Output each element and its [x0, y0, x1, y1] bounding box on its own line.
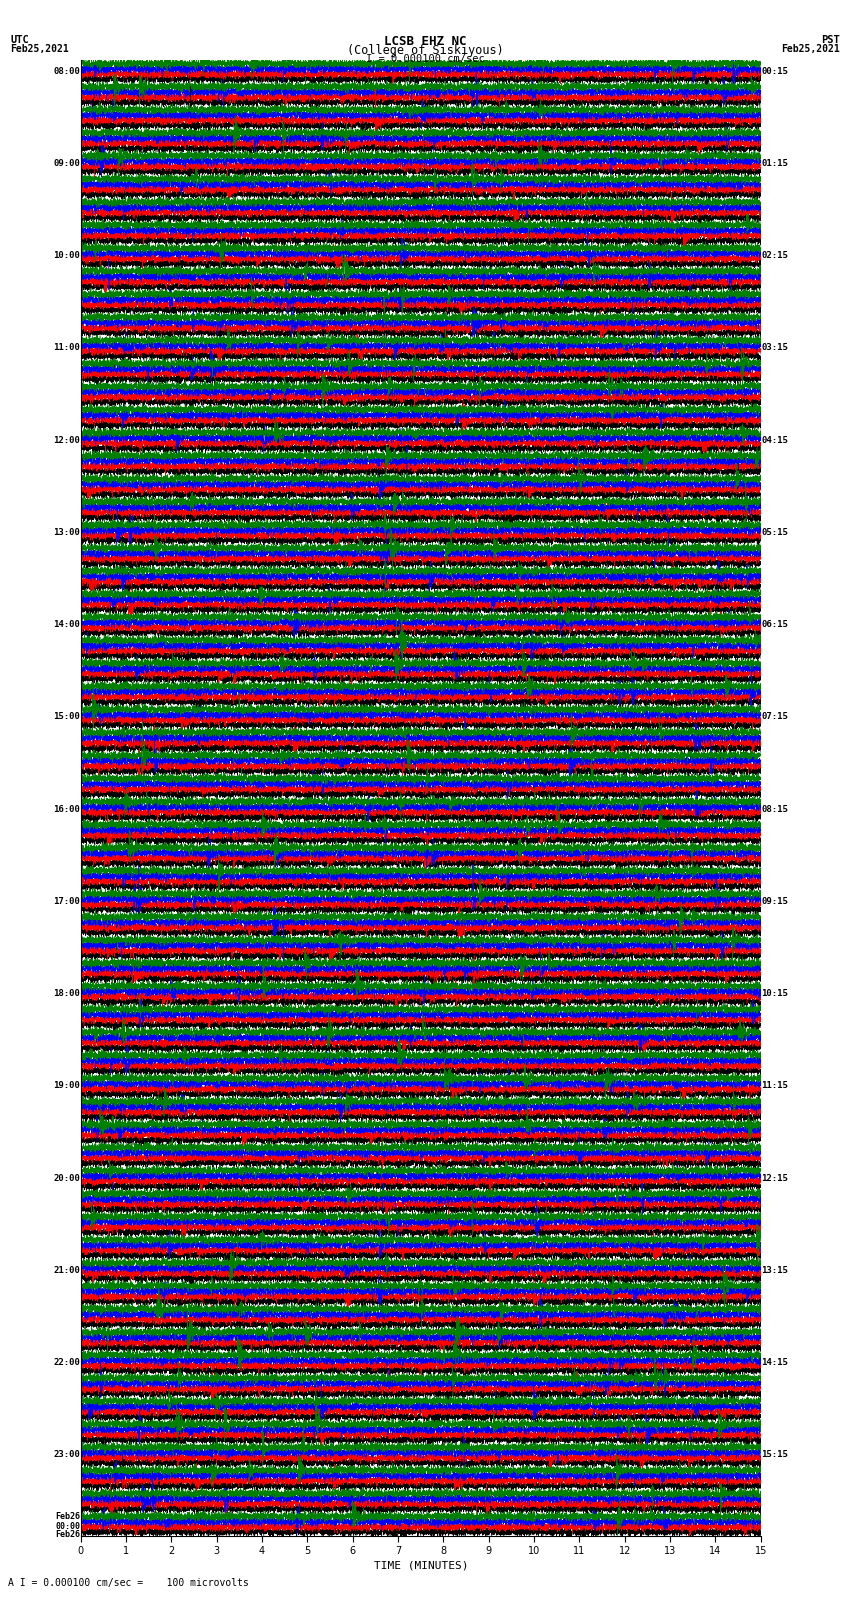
Text: Feb25,2021: Feb25,2021 [10, 44, 69, 55]
Text: LCSB EHZ NC: LCSB EHZ NC [383, 35, 467, 48]
Text: 10:00: 10:00 [54, 252, 80, 260]
Text: 03:15: 03:15 [762, 344, 788, 353]
Text: 11:00: 11:00 [54, 344, 80, 353]
Text: 01:15: 01:15 [762, 160, 788, 168]
Text: 20:00: 20:00 [54, 1174, 80, 1182]
Text: 08:00: 08:00 [54, 66, 80, 76]
Text: 16:00: 16:00 [54, 805, 80, 813]
Text: 15:15: 15:15 [762, 1450, 788, 1460]
Text: 08:15: 08:15 [762, 805, 788, 813]
X-axis label: TIME (MINUTES): TIME (MINUTES) [373, 1560, 468, 1569]
Text: 07:15: 07:15 [762, 713, 788, 721]
Text: 13:15: 13:15 [762, 1266, 788, 1274]
Text: 13:00: 13:00 [54, 527, 80, 537]
Text: 14:00: 14:00 [54, 619, 80, 629]
Text: 05:15: 05:15 [762, 527, 788, 537]
Text: Feb25,2021: Feb25,2021 [781, 44, 840, 55]
Text: 12:15: 12:15 [762, 1174, 788, 1182]
Text: Feb26: Feb26 [55, 1529, 80, 1539]
Text: 22:00: 22:00 [54, 1358, 80, 1368]
Text: (College of Siskiyous): (College of Siskiyous) [347, 44, 503, 58]
Text: Feb26
00:00: Feb26 00:00 [55, 1511, 80, 1531]
Text: 09:00: 09:00 [54, 160, 80, 168]
Text: 02:15: 02:15 [762, 252, 788, 260]
Text: 17:00: 17:00 [54, 897, 80, 907]
Text: 09:15: 09:15 [762, 897, 788, 907]
Text: UTC: UTC [10, 35, 29, 45]
Text: 11:15: 11:15 [762, 1081, 788, 1090]
Text: 00:15: 00:15 [762, 66, 788, 76]
Text: 23:00: 23:00 [54, 1450, 80, 1460]
Text: PST: PST [821, 35, 840, 45]
Text: 10:15: 10:15 [762, 989, 788, 998]
Text: 21:00: 21:00 [54, 1266, 80, 1274]
Text: 14:15: 14:15 [762, 1358, 788, 1368]
Text: 04:15: 04:15 [762, 436, 788, 445]
Text: 18:00: 18:00 [54, 989, 80, 998]
Text: I = 0.000100 cm/sec: I = 0.000100 cm/sec [366, 53, 484, 65]
Text: 12:00: 12:00 [54, 436, 80, 445]
Text: A I = 0.000100 cm/sec =    100 microvolts: A I = 0.000100 cm/sec = 100 microvolts [8, 1578, 249, 1587]
Text: 15:00: 15:00 [54, 713, 80, 721]
Text: 06:15: 06:15 [762, 619, 788, 629]
Text: 19:00: 19:00 [54, 1081, 80, 1090]
